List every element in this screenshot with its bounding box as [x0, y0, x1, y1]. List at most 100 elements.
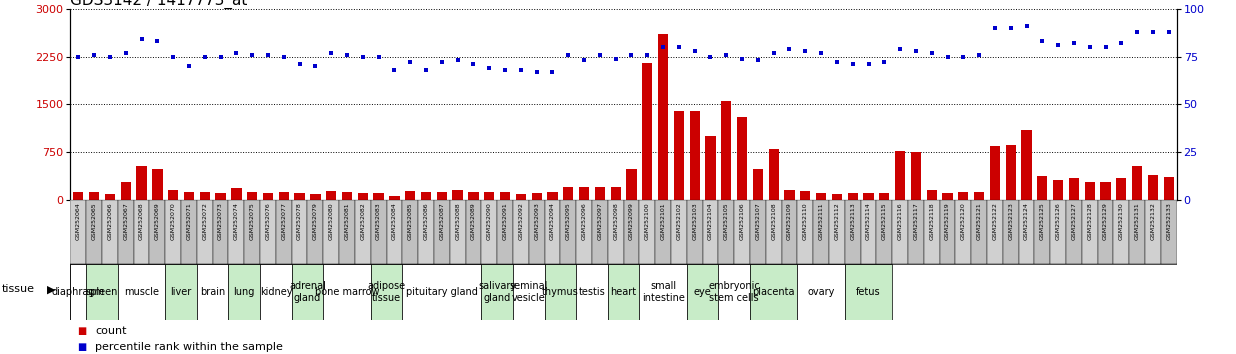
Text: GSM252071: GSM252071	[187, 202, 192, 240]
Point	[1001, 25, 1021, 31]
Text: GSM252127: GSM252127	[1072, 202, 1077, 240]
Bar	[911, 152, 921, 200]
Text: liver: liver	[171, 287, 192, 297]
Point	[1032, 39, 1052, 44]
Bar	[485, 192, 494, 200]
Text: GSM252075: GSM252075	[250, 202, 255, 240]
Bar	[608, 200, 623, 264]
Text: GSM252085: GSM252085	[408, 202, 413, 240]
Bar	[624, 200, 639, 264]
Bar	[278, 192, 289, 200]
Point	[1048, 42, 1068, 48]
Point	[859, 62, 879, 67]
Bar	[371, 264, 403, 320]
Point	[337, 52, 357, 58]
Bar	[150, 200, 166, 264]
Bar	[260, 264, 292, 320]
Text: GDS3142 / 1417773_at: GDS3142 / 1417773_at	[70, 0, 248, 9]
Bar	[639, 264, 687, 320]
Text: GSM252109: GSM252109	[787, 202, 792, 240]
Bar	[1161, 200, 1177, 264]
Text: GSM252108: GSM252108	[771, 202, 776, 240]
Text: GSM252125: GSM252125	[1039, 202, 1044, 240]
Bar	[513, 264, 545, 320]
Bar	[990, 146, 1000, 200]
Bar	[133, 200, 150, 264]
Point	[289, 62, 309, 67]
Text: GSM252119: GSM252119	[946, 202, 950, 240]
Text: seminal
vesicle: seminal vesicle	[509, 281, 548, 303]
Text: ■: ■	[77, 326, 85, 336]
Point	[653, 44, 672, 50]
Point	[480, 65, 499, 71]
Point	[543, 69, 562, 75]
Bar	[292, 264, 324, 320]
Bar	[1085, 182, 1095, 200]
Bar	[339, 200, 355, 264]
Bar	[229, 264, 260, 320]
Text: GSM252086: GSM252086	[424, 202, 429, 240]
Bar	[515, 194, 527, 200]
Bar	[611, 187, 620, 200]
Bar	[576, 200, 592, 264]
Bar	[276, 200, 292, 264]
Bar	[816, 193, 826, 200]
Bar	[971, 200, 988, 264]
Bar	[892, 200, 908, 264]
Bar	[595, 187, 604, 200]
Point	[353, 54, 373, 59]
Text: GSM252087: GSM252087	[439, 202, 444, 240]
Point	[811, 50, 831, 56]
Text: GSM252064: GSM252064	[75, 202, 80, 240]
Point	[195, 54, 215, 59]
Text: GSM252099: GSM252099	[629, 202, 634, 240]
Bar	[560, 200, 576, 264]
Text: GSM252123: GSM252123	[1009, 202, 1014, 240]
Bar	[481, 200, 497, 264]
Text: GSM252068: GSM252068	[140, 202, 145, 240]
Bar	[324, 200, 339, 264]
Text: GSM252096: GSM252096	[582, 202, 587, 240]
Point	[431, 59, 451, 65]
Bar	[545, 200, 560, 264]
Bar	[513, 200, 529, 264]
Point	[638, 52, 658, 58]
Bar	[608, 264, 639, 320]
Point	[1080, 44, 1100, 50]
Text: GSM252110: GSM252110	[803, 202, 808, 240]
Bar	[121, 182, 131, 200]
Bar	[434, 200, 450, 264]
Point	[68, 54, 88, 59]
Point	[590, 52, 609, 58]
Text: GSM252111: GSM252111	[818, 202, 823, 240]
Bar	[674, 111, 684, 200]
Bar	[781, 200, 797, 264]
Bar	[829, 200, 845, 264]
Text: testis: testis	[578, 287, 606, 297]
Point	[132, 36, 152, 42]
Text: GSM252106: GSM252106	[739, 202, 744, 240]
Bar	[1130, 200, 1145, 264]
Bar	[627, 170, 637, 200]
Point	[368, 54, 388, 59]
Bar	[152, 169, 162, 200]
Point	[116, 50, 136, 56]
Point	[890, 46, 910, 52]
Bar	[499, 192, 510, 200]
Bar	[706, 136, 716, 200]
Point	[210, 54, 230, 59]
Text: GSM252070: GSM252070	[171, 202, 176, 240]
Text: tissue: tissue	[1, 284, 35, 294]
Bar	[1035, 200, 1051, 264]
Bar	[200, 192, 210, 200]
Point	[732, 56, 751, 61]
Bar	[531, 193, 541, 200]
Text: GSM252114: GSM252114	[866, 202, 871, 240]
Point	[84, 52, 104, 58]
Point	[559, 52, 578, 58]
Text: GSM252091: GSM252091	[503, 202, 508, 240]
Bar	[1018, 200, 1035, 264]
Point	[400, 59, 420, 65]
Bar	[785, 190, 795, 200]
Bar	[639, 200, 655, 264]
